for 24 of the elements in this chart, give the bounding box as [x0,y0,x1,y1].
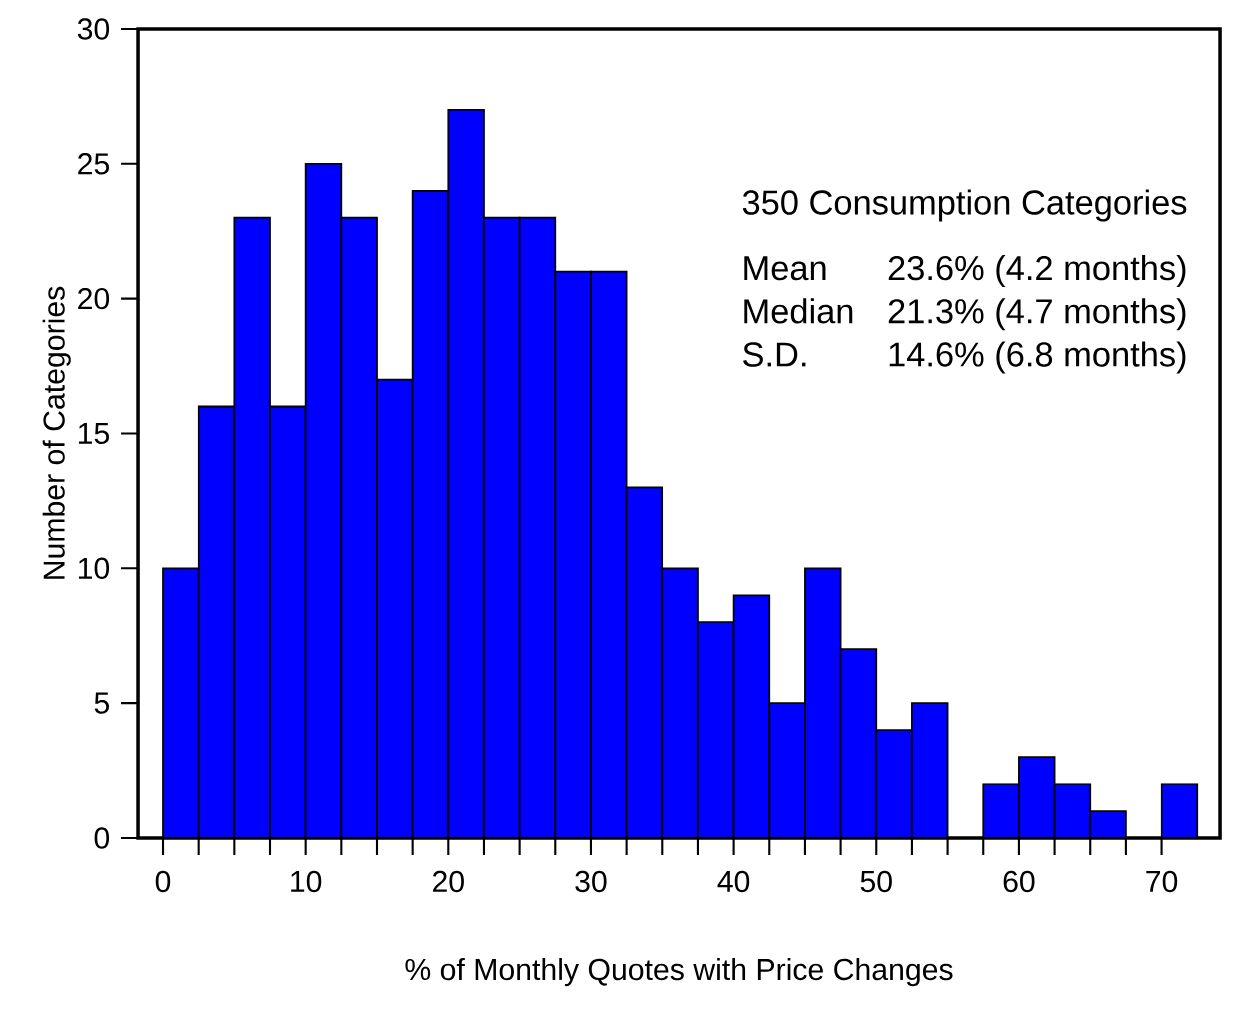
annotation: 21.3% (4.7 months) [888,298,1186,331]
y-tick-label: 10 [78,557,110,579]
x-tick-label: 0 [155,870,171,893]
annotation: Mean [744,256,826,281]
annotation: 350 Consumption Categories [742,189,1187,222]
y-tick-label: 20 [78,287,110,310]
x-axis-title: % of Monthly Quotes with Price Changes [405,958,953,987]
y-tick-label: 30 [77,18,110,40]
x-tick-label: 30 [575,870,607,893]
annotation: 14.6% (6.8 months) [889,341,1186,374]
annotation: S.D. [743,342,806,367]
annotation: Median [744,298,853,324]
y-tick-label: 0 [94,827,110,849]
y-tick-label: 15 [78,422,109,445]
x-tick-label: 50 [860,870,892,893]
y-tick-label: 5 [94,692,109,714]
y-tick-label: 25 [78,153,109,175]
y-axis-title: Number of Categories [42,286,71,579]
x-tick-label: 10 [291,870,322,893]
x-tick-label: 60 [1003,870,1035,893]
annotation: 23.6% (4.2 months) [888,255,1186,288]
x-tick-label: 40 [717,870,750,893]
x-tick-label: 20 [433,870,464,893]
x-tick-label: 70 [1146,870,1178,893]
